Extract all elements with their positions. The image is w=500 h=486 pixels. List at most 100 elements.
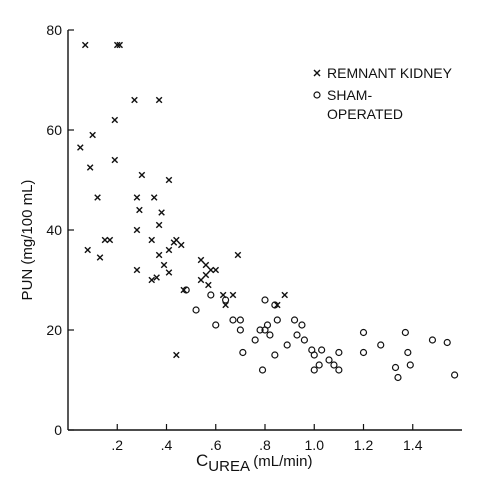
remnant-kidney-point <box>212 266 220 274</box>
remnant-kidney-point <box>148 276 156 284</box>
legend-label-sham-line2: OPERATED <box>327 106 403 122</box>
remnant-kidney-point <box>173 351 180 359</box>
sham-operated-point <box>406 361 414 369</box>
remnant-kidney-point <box>77 144 84 151</box>
remnant-kidney-point <box>101 236 109 244</box>
remnant-kidney-point <box>170 239 178 246</box>
remnant-kidney-point <box>113 41 121 49</box>
sham-operated-point <box>391 363 400 372</box>
remnant-kidney-point <box>229 291 237 299</box>
y-tick-label: 80 <box>46 22 62 38</box>
sham-operated-point <box>443 338 451 347</box>
sham-operated-point <box>212 321 220 329</box>
remnant-kidney-point <box>150 194 158 201</box>
legend-label-remnant: REMNANT KIDNEY <box>327 65 453 81</box>
remnant-kidney-point <box>94 194 101 201</box>
remnant-kidney-point <box>165 269 173 276</box>
sham-operated-point <box>335 348 343 357</box>
remnant-kidney-point <box>177 241 185 249</box>
remnant-kidney-point <box>222 301 229 309</box>
remnant-kidney-point <box>205 281 212 289</box>
legend: REMNANT KIDNEY SHAM- OPERATED <box>313 65 453 122</box>
sham-operated-point <box>236 326 244 334</box>
x-tick-label: .2 <box>111 437 123 453</box>
data-points <box>77 41 459 382</box>
remnant-kidney-point <box>160 261 168 269</box>
x-axis-label-sub: UREA <box>208 458 250 475</box>
sham-operated-point <box>359 328 368 337</box>
remnant-kidney-point <box>234 251 242 259</box>
sham-operated-point <box>451 371 459 379</box>
x-axis-label-main: C <box>196 451 208 470</box>
x-tick-label: 1.4 <box>403 437 423 453</box>
sham-operated-point <box>239 348 247 357</box>
sham-operated-point <box>359 348 368 357</box>
sham-operated-point <box>310 351 318 359</box>
x-tick-label: .6 <box>210 437 222 453</box>
x-tick-label: 1.0 <box>305 437 325 453</box>
sham-operated-point <box>229 316 237 324</box>
remnant-kidney-point <box>136 206 143 214</box>
remnant-kidney-point <box>84 246 91 254</box>
remnant-kidney-point <box>133 194 141 201</box>
sham-operated-point <box>283 341 291 349</box>
sham-operated-point <box>271 301 279 309</box>
sham-operated-point <box>271 351 279 359</box>
sham-operated-point <box>315 361 323 369</box>
sham-operated-point <box>298 321 306 329</box>
remnant-kidney-point <box>106 236 114 244</box>
remnant-kidney-point <box>207 266 215 274</box>
y-axis-ticks: 0 20 40 60 80 <box>46 22 74 438</box>
remnant-kidney-point <box>89 131 96 139</box>
sham-operated-point <box>335 366 343 374</box>
y-tick-label: 60 <box>46 122 62 138</box>
y-tick-label: 0 <box>54 422 62 438</box>
remnant-kidney-point <box>116 41 124 49</box>
remnant-kidney-point <box>131 96 138 104</box>
sham-operated-point <box>290 316 299 324</box>
sham-operated-point <box>394 373 402 382</box>
sham-operated-point <box>236 316 244 324</box>
sham-operated-point <box>263 321 272 329</box>
x-tick-label: 1.2 <box>354 437 374 453</box>
x-axis-label-unit: (mL/min) <box>249 453 312 470</box>
y-tick-label: 20 <box>46 322 62 338</box>
legend-marker-sham <box>313 91 321 99</box>
remnant-kidney-point <box>133 226 141 234</box>
sham-operated-point <box>273 316 281 324</box>
sham-operated-point <box>261 296 269 304</box>
remnant-kidney-point <box>96 254 104 261</box>
sham-operated-point <box>207 291 215 299</box>
sham-operated-point <box>428 336 437 344</box>
y-tick-label: 40 <box>46 222 62 238</box>
sham-operated-point <box>258 366 267 374</box>
x-tick-label: .4 <box>161 437 173 453</box>
sham-operated-point <box>404 348 412 357</box>
remnant-kidney-point <box>155 251 163 259</box>
y-axis-label: PUN (mg/100 mL) <box>19 180 36 301</box>
x-axis-label: CUREA (mL/min) <box>196 451 312 475</box>
remnant-kidney-point <box>165 246 173 254</box>
remnant-kidney-point <box>111 156 119 164</box>
remnant-kidney-point <box>197 276 205 284</box>
sham-operated-point <box>192 306 200 314</box>
remnant-kidney-point <box>111 116 119 124</box>
sham-operated-point <box>293 331 301 339</box>
remnant-kidney-point <box>281 291 288 299</box>
sham-operated-point <box>300 336 308 344</box>
legend-label-sham-line1: SHAM- <box>327 87 372 103</box>
sham-operated-point <box>318 346 326 354</box>
sham-operated-point <box>310 366 318 374</box>
remnant-kidney-point <box>197 256 205 264</box>
remnant-kidney-point <box>138 171 146 179</box>
remnant-kidney-point <box>165 176 173 184</box>
x-axis-ticks: .2 .4 .6 .8 1.0 1.2 1.4 <box>111 424 423 453</box>
remnant-kidney-point <box>86 164 94 171</box>
sham-operated-point <box>256 326 264 334</box>
legend-marker-remnant <box>313 69 321 77</box>
sham-operated-point <box>401 328 409 337</box>
sham-operated-point <box>222 296 230 304</box>
sham-operated-point <box>325 356 333 364</box>
remnant-kidney-point <box>153 274 160 281</box>
